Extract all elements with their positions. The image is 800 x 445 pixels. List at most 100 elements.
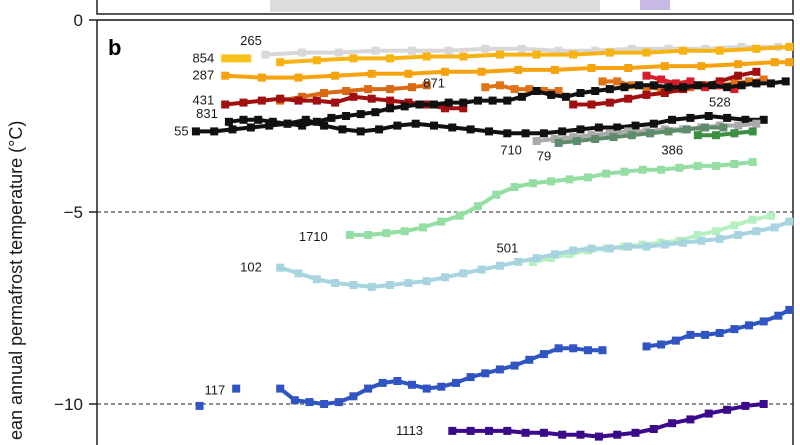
data-point [657, 75, 666, 84]
data-point [448, 123, 457, 132]
data-point [474, 96, 482, 105]
data-point [444, 46, 453, 55]
data-point [767, 211, 775, 220]
data-point [737, 42, 746, 51]
data-point [334, 398, 343, 407]
data-point [408, 380, 416, 389]
data-point [327, 113, 336, 122]
data-point [712, 161, 721, 170]
data-point [221, 100, 230, 109]
site-label: 102 [240, 260, 262, 275]
data-point [510, 183, 519, 191]
data-point [657, 165, 666, 174]
data-point [235, 54, 244, 63]
data-point [752, 119, 761, 128]
data-point [430, 100, 438, 109]
data-point [191, 127, 200, 136]
data-point [642, 71, 651, 80]
data-point [276, 94, 285, 103]
series-102 [276, 217, 794, 291]
data-point [345, 231, 354, 239]
series-1710 [345, 158, 757, 239]
data-point [759, 317, 768, 326]
data-point [649, 119, 658, 128]
data-point [334, 48, 343, 57]
data-point [386, 96, 395, 105]
series-79 [554, 123, 728, 147]
series-line [452, 402, 764, 439]
data-point [649, 81, 658, 90]
site-label: 431 [193, 93, 215, 108]
data-point [730, 85, 739, 94]
data-point [635, 81, 644, 90]
data-point [664, 83, 673, 92]
data-point [276, 384, 285, 393]
data-point [554, 344, 563, 353]
data-point [770, 58, 779, 67]
series-55 [191, 112, 768, 138]
data-point [679, 46, 688, 55]
data-point [569, 344, 578, 353]
data-point [290, 396, 299, 405]
site-labels: 854 265 287 871 431 528 831 55 710 79 386 1710 501 10… [174, 33, 731, 438]
data-point [693, 161, 702, 170]
data-point [408, 46, 416, 55]
data-point [474, 202, 482, 211]
data-point [430, 121, 438, 130]
data-point [693, 81, 702, 90]
data-point [613, 123, 622, 132]
y-axis-title: ean annual permafrost temperature (°C) [6, 121, 26, 440]
data-point [752, 67, 761, 76]
data-point [712, 227, 721, 236]
data-point [730, 221, 739, 230]
data-point [587, 244, 596, 253]
site-label: 1710 [299, 229, 328, 244]
data-point [730, 325, 739, 334]
data-point [642, 48, 651, 57]
data-point [679, 83, 688, 92]
data-point [466, 125, 475, 134]
data-point [741, 401, 750, 410]
data-point [708, 81, 717, 90]
data-point [517, 44, 526, 53]
data-point [770, 223, 779, 232]
data-point [660, 89, 669, 97]
site-label: 265 [240, 33, 262, 48]
data-point [301, 115, 310, 124]
data-point [785, 58, 794, 67]
data-point [342, 112, 351, 120]
data-point [745, 77, 753, 86]
data-point [554, 87, 563, 95]
data-point [631, 121, 640, 130]
data-point [408, 83, 416, 92]
data-point [748, 127, 757, 136]
data-point [495, 365, 504, 374]
data-point [294, 73, 303, 82]
data-point [331, 71, 340, 80]
data-point [759, 75, 768, 84]
data-point [759, 400, 768, 408]
series-line [558, 125, 724, 145]
data-point [349, 92, 358, 101]
data-point [481, 44, 490, 53]
data-point [715, 46, 724, 55]
data-point [668, 419, 677, 428]
data-point [441, 67, 449, 76]
data-point [675, 163, 684, 172]
data-point [569, 100, 578, 109]
site-label: 528 [709, 95, 731, 110]
data-point [459, 104, 468, 113]
data-point [386, 104, 395, 113]
site-label: 501 [497, 240, 519, 255]
y-tick-label: 0 [74, 11, 83, 30]
data-point [393, 377, 402, 385]
data-point [525, 355, 534, 364]
data-point [349, 392, 358, 401]
data-point [693, 131, 702, 140]
data-point [550, 65, 559, 74]
data-point [485, 426, 493, 435]
data-point [305, 398, 314, 407]
data-point [576, 430, 585, 439]
data-point [785, 305, 794, 314]
data-point [569, 246, 578, 255]
